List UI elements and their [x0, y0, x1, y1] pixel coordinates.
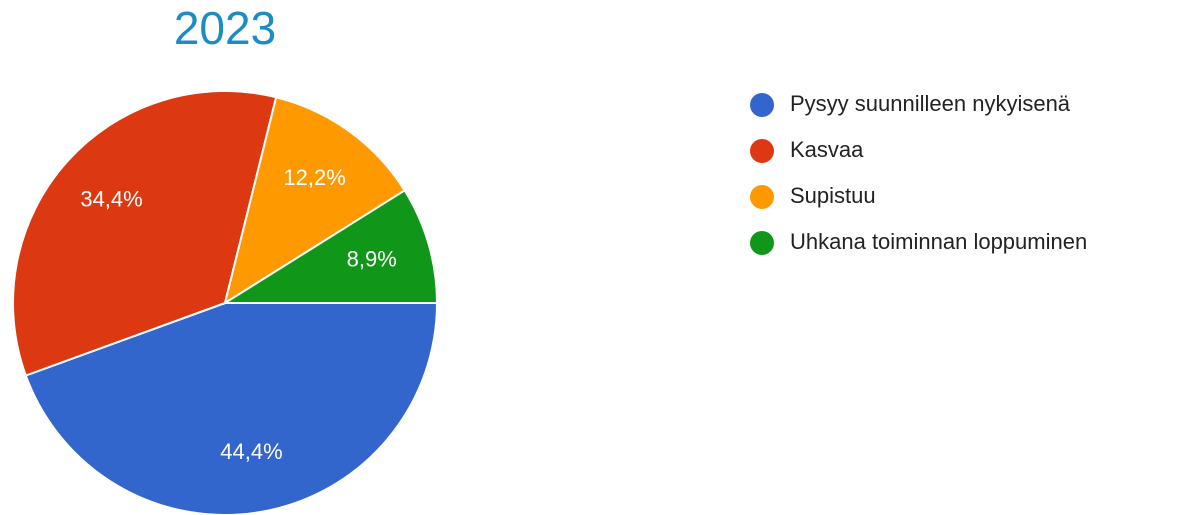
legend-label: Uhkana toiminnan loppuminen: [790, 229, 1087, 254]
pie-slice: [221, 189, 439, 304]
slice-label: 12,2%: [283, 165, 345, 190]
pie-slice: [12, 90, 278, 377]
legend-label: Supistuu: [790, 183, 876, 208]
pie-slice: [223, 96, 407, 306]
legend-swatch: [750, 185, 774, 209]
legend-swatch: [750, 93, 774, 117]
slice-label: 44,4%: [220, 439, 282, 464]
pie-slice: [24, 302, 439, 515]
legend-label: Kasvaa: [790, 137, 864, 162]
legend-swatch: [750, 139, 774, 163]
legend-swatch: [750, 231, 774, 255]
slice-label: 34,4%: [80, 187, 142, 212]
legend-label: Pysyy suunnilleen nykyisenä: [790, 91, 1071, 116]
chart-title: 2023: [174, 2, 276, 54]
slice-label: 8,9%: [347, 247, 397, 272]
